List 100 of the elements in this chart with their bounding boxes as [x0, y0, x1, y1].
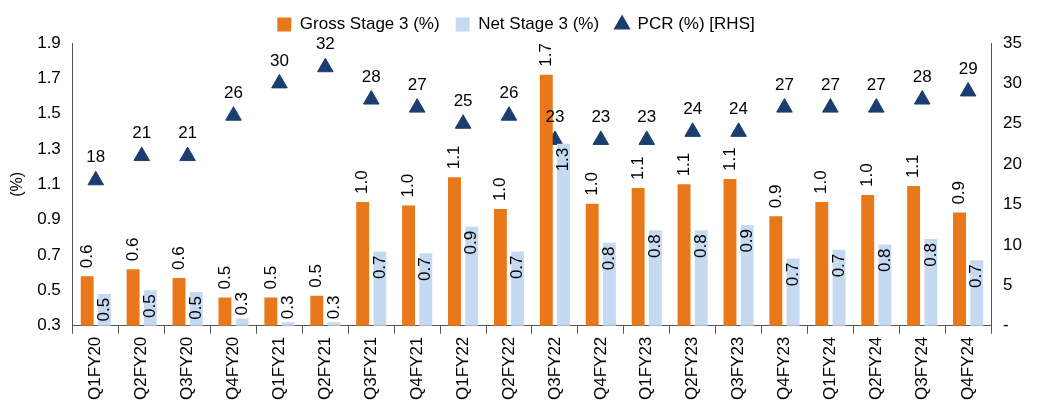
- data-label: 0.8: [645, 234, 665, 258]
- data-label: 25: [453, 90, 473, 110]
- point: [133, 146, 150, 162]
- y2-tick-label: 15: [1003, 194, 1023, 214]
- point: [317, 57, 334, 73]
- x-tick-label: Q1FY24: [820, 336, 840, 400]
- legend-label: PCR (%) [RHS]: [637, 14, 755, 34]
- x-tick-label: Q2FY22: [498, 336, 518, 400]
- y-tick-label: 1.5: [37, 103, 61, 123]
- data-label: 1.0: [857, 163, 877, 187]
- x-tick-label: Q2FY21: [315, 336, 335, 400]
- data-label: 27: [820, 74, 840, 94]
- data-label: 0.5: [140, 294, 159, 318]
- data-label: 30: [269, 50, 289, 70]
- x-tick-label: Q4FY21: [406, 336, 426, 400]
- data-label: 0.8: [920, 243, 940, 267]
- x-tick-label: Q3FY24: [911, 336, 931, 400]
- data-label: 1.1: [673, 152, 693, 177]
- data-label: 0.3: [277, 295, 297, 320]
- point: [684, 122, 701, 137]
- data-label: 27: [775, 74, 794, 94]
- x-tick-label: Q4FY22: [590, 336, 610, 400]
- y2-tick-label: 30: [1003, 73, 1023, 93]
- data-label: 18: [86, 147, 106, 167]
- data-label: 0.5: [185, 296, 205, 320]
- point: [913, 90, 931, 105]
- data-label: 28: [361, 66, 381, 86]
- point: [454, 114, 472, 129]
- data-label: 1.0: [490, 177, 510, 202]
- y2-tick-label: 5: [1003, 274, 1013, 294]
- point: [87, 170, 105, 186]
- data-label: 24: [683, 99, 703, 119]
- point: [868, 98, 885, 113]
- y2-tick-label: 20: [1003, 153, 1023, 173]
- y2-tick-label: 25: [1003, 113, 1023, 133]
- data-label: 0.7: [507, 255, 527, 280]
- point: [271, 73, 288, 89]
- x-tick-label: Q2FY24: [866, 336, 885, 400]
- data-label: 1.0: [398, 173, 418, 198]
- data-label: 28: [912, 66, 932, 86]
- x-tick-label: Q4FY24: [957, 336, 977, 400]
- legend-label: Net Stage 3 (%): [478, 14, 600, 34]
- data-label: 21: [178, 123, 198, 143]
- data-label: 24: [729, 99, 749, 119]
- point: [730, 122, 747, 137]
- x-tick-label: Q1FY21: [269, 336, 289, 400]
- data-label: 0.6: [76, 244, 96, 269]
- data-label: 0.8: [599, 246, 619, 271]
- point: [638, 130, 656, 145]
- data-label: 26: [224, 82, 243, 102]
- data-label: 0.8: [690, 234, 710, 258]
- data-label: 0.6: [122, 237, 142, 262]
- data-label: 0.3: [323, 295, 343, 320]
- x-tick-label: Q3FY21: [360, 336, 380, 400]
- data-label: 1.1: [903, 154, 923, 179]
- data-label: 0.5: [214, 265, 234, 290]
- data-label: 0.7: [782, 262, 802, 287]
- x-tick-label: Q1FY22: [452, 336, 472, 400]
- data-label: 27: [866, 74, 886, 94]
- point: [225, 106, 242, 121]
- data-label: 0.8: [874, 248, 894, 273]
- x-tick-label: Q3FY23: [728, 336, 748, 400]
- y-tick-label: 1.1: [37, 174, 61, 194]
- point: [822, 98, 839, 113]
- point: [408, 98, 426, 113]
- data-label: 0.7: [828, 253, 848, 278]
- data-label: 1.1: [627, 156, 647, 180]
- y2-tick-label: 10: [1003, 234, 1023, 254]
- x-tick-label: Q2FY23: [682, 336, 702, 400]
- data-label: 1.1: [444, 145, 464, 170]
- data-label: 1.1: [719, 147, 739, 172]
- y-tick-label: 0.9: [37, 209, 61, 229]
- data-label: 1.7: [536, 43, 555, 67]
- data-label: 0.5: [260, 265, 280, 290]
- data-label: 0.5: [306, 264, 326, 288]
- y-tick-label: 1.3: [37, 138, 61, 158]
- data-label: 23: [637, 107, 657, 127]
- x-tick-label: Q1FY20: [85, 336, 105, 400]
- y-tick-label: 0.3: [37, 315, 61, 335]
- y-tick-label: 1.9: [37, 32, 61, 52]
- data-label: 0.7: [415, 257, 435, 281]
- point: [959, 81, 977, 97]
- y-tick-label: 0.7: [37, 244, 61, 264]
- data-label: 1.0: [352, 170, 372, 195]
- point: [776, 98, 793, 113]
- data-label: 32: [315, 34, 335, 54]
- x-tick-label: Q3FY22: [544, 336, 564, 400]
- data-label: 21: [132, 123, 152, 143]
- point: [179, 146, 196, 162]
- data-label: 29: [958, 58, 978, 78]
- y2-tick-label: 35: [1003, 32, 1023, 52]
- data-label: 0.6: [168, 246, 188, 270]
- y2-tick-label: -: [1003, 315, 1009, 335]
- data-label: 1.0: [811, 170, 831, 195]
- point: [500, 106, 518, 121]
- legend-label: Gross Stage 3 (%): [299, 14, 440, 34]
- point: [592, 130, 610, 145]
- data-label: 0.5: [94, 297, 114, 322]
- data-label: 27: [407, 74, 427, 94]
- data-label: 0.9: [949, 180, 969, 205]
